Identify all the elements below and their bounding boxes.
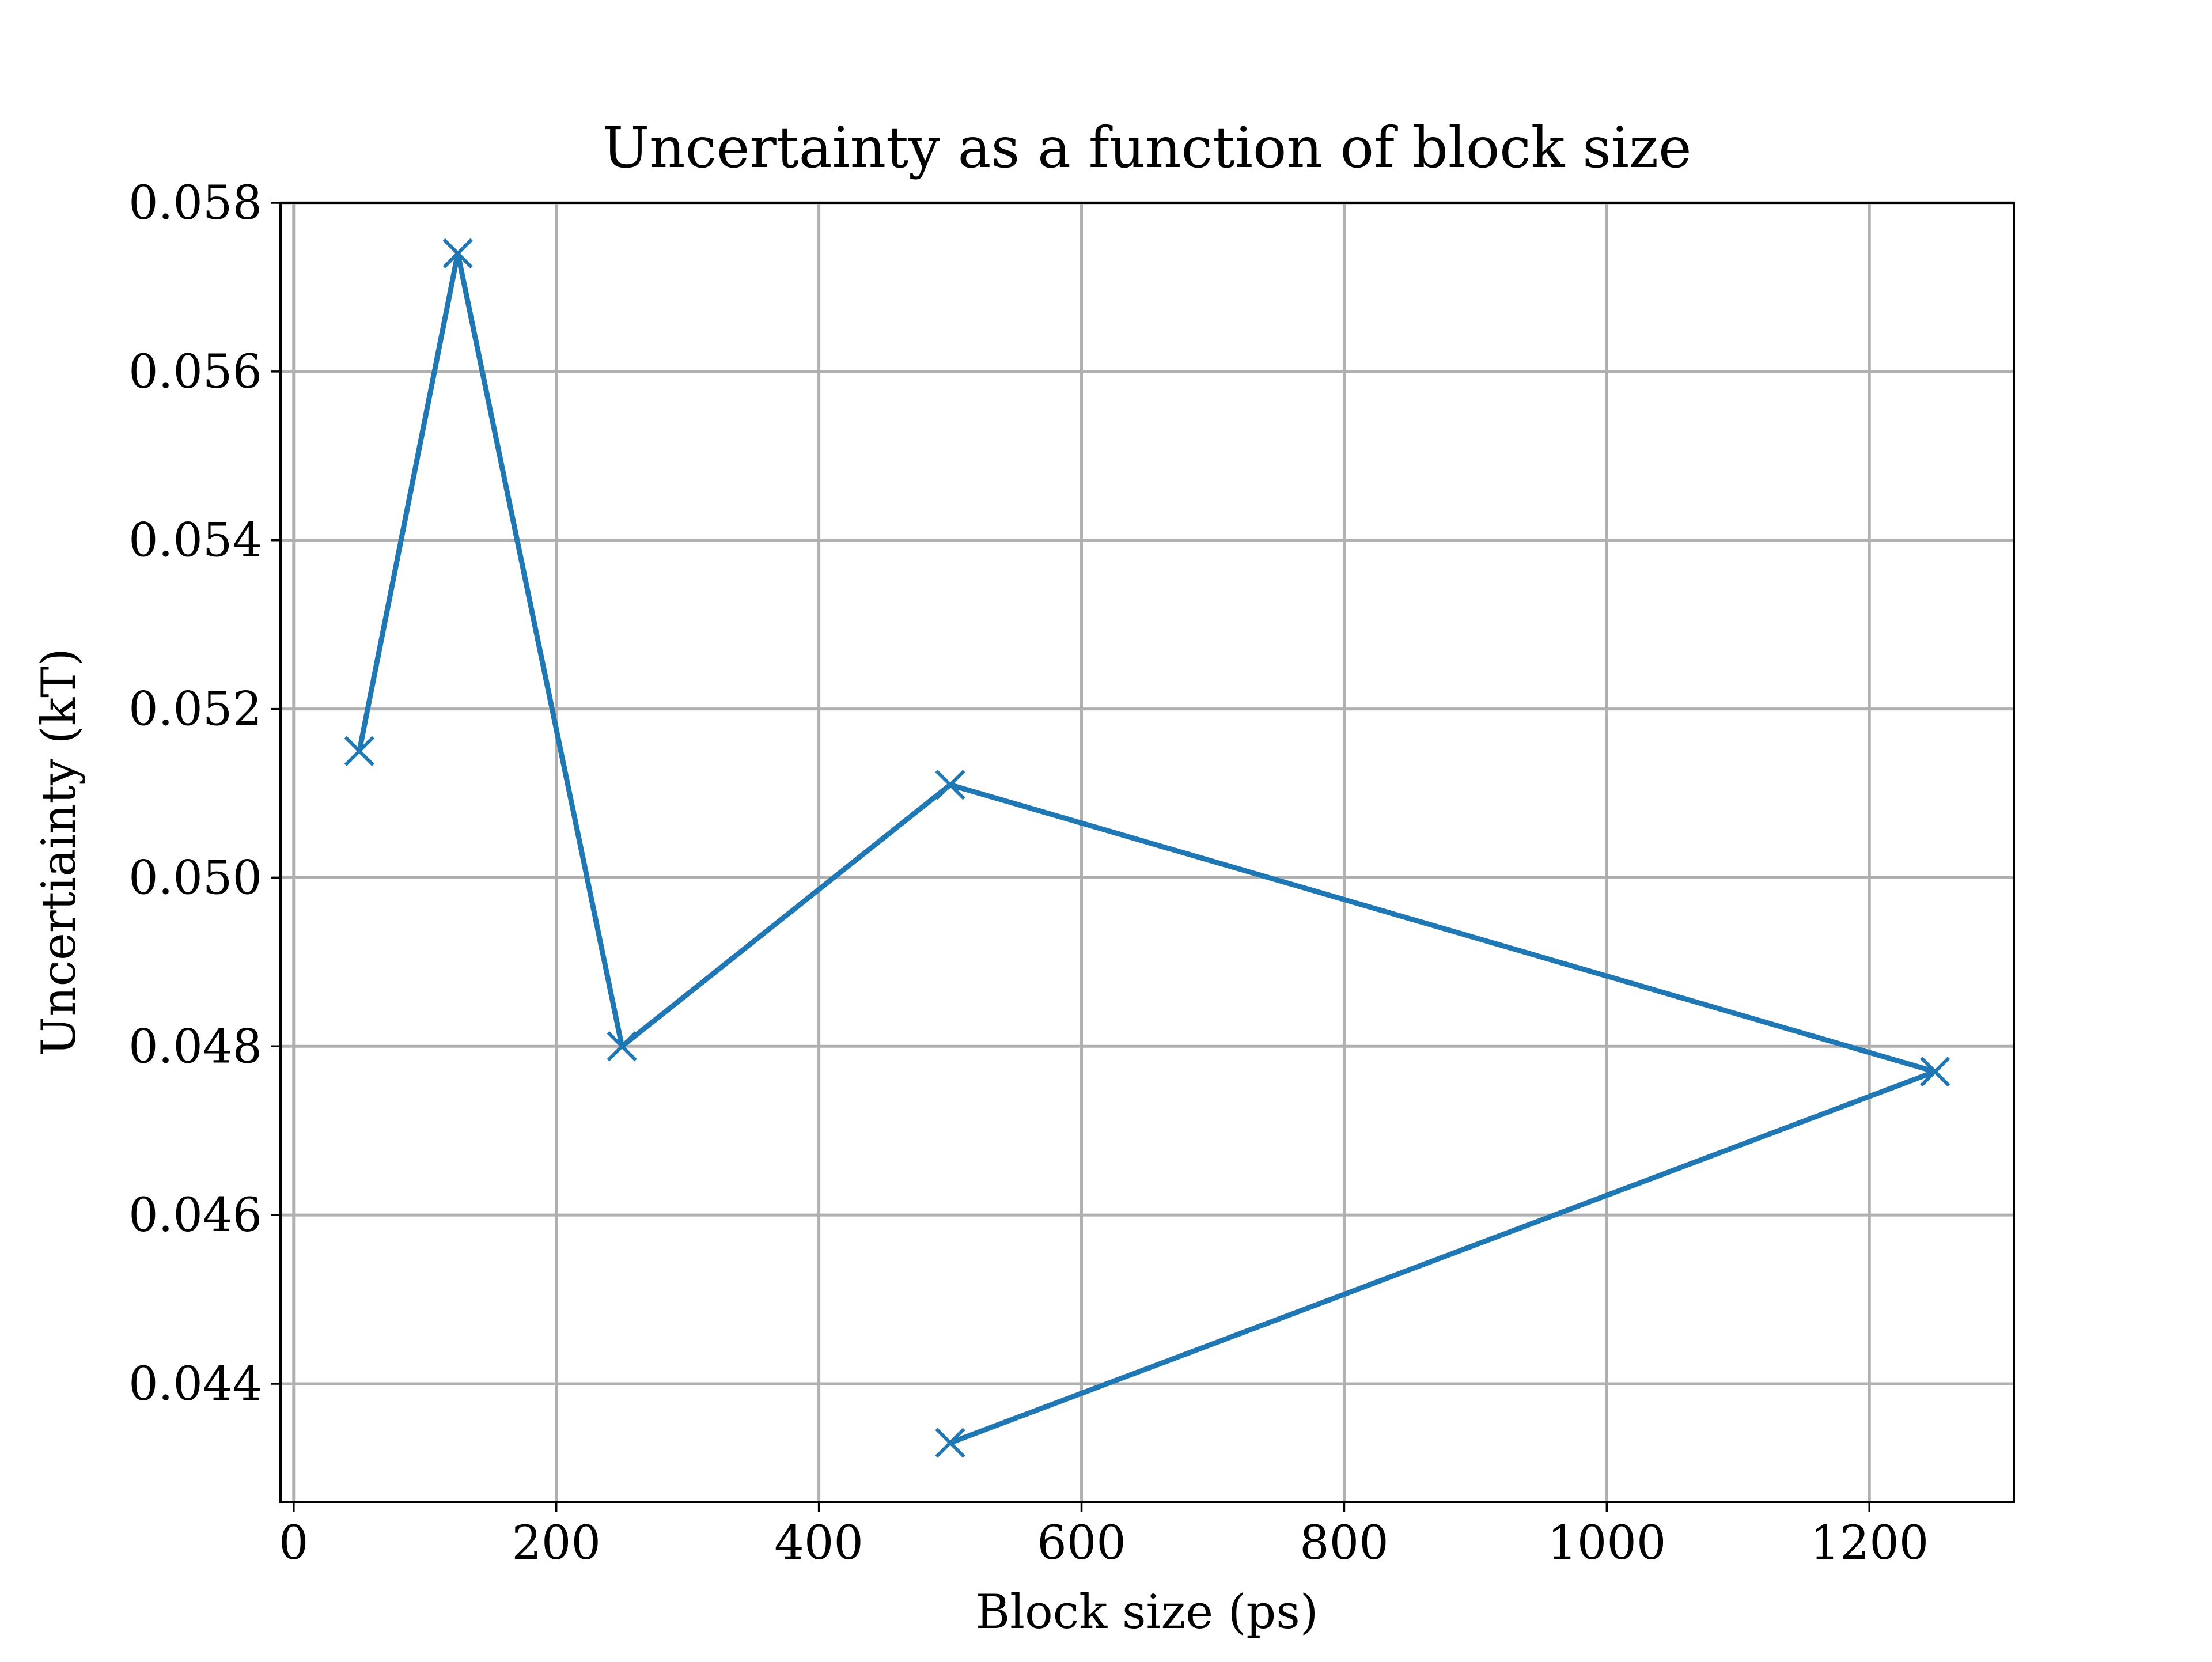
data-point-marker bbox=[935, 770, 965, 800]
data-point-marker bbox=[607, 1031, 637, 1062]
y-tick-label: 0.052 bbox=[128, 683, 262, 737]
series-layer bbox=[344, 238, 1950, 1458]
y-axis-label: Uncertiainty (kT) bbox=[32, 648, 86, 1056]
series-line bbox=[356, 251, 1938, 1447]
y-tick-label: 0.054 bbox=[128, 514, 262, 568]
x-tick-label: 800 bbox=[1300, 1516, 1389, 1570]
x-axis: 0 200 400 600 800 1000 1200 bbox=[279, 1502, 1929, 1570]
x-tick-label: 0 bbox=[279, 1516, 309, 1570]
data-point-marker bbox=[344, 736, 374, 766]
x-tick-label: 400 bbox=[774, 1516, 863, 1570]
x-tick-label: 600 bbox=[1037, 1516, 1126, 1570]
x-tick-label: 200 bbox=[512, 1516, 601, 1570]
data-point-marker bbox=[442, 238, 473, 268]
y-tick-label: 0.048 bbox=[128, 1020, 262, 1074]
y-tick-label: 0.046 bbox=[128, 1188, 262, 1243]
chart-title: Uncertainty as a function of block size bbox=[602, 115, 1691, 180]
data-point-marker bbox=[935, 1428, 965, 1458]
y-tick-label: 0.056 bbox=[128, 345, 262, 399]
y-axis: 0.044 0.046 0.048 0.050 0.052 0.054 0.056 0.058 bbox=[128, 176, 281, 1411]
x-tick-label: 1000 bbox=[1547, 1516, 1666, 1570]
plot-frame bbox=[279, 202, 2015, 1503]
x-tick-label: 1200 bbox=[1810, 1516, 1929, 1570]
x-axis-label: Block size (ps) bbox=[976, 1585, 1319, 1640]
y-tick-label: 0.050 bbox=[128, 851, 262, 905]
data-point-marker bbox=[1920, 1057, 1950, 1087]
y-tick-label: 0.044 bbox=[128, 1357, 262, 1411]
y-tick-label: 0.058 bbox=[128, 176, 262, 230]
